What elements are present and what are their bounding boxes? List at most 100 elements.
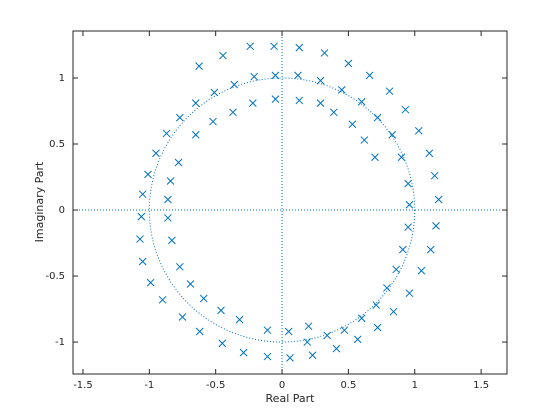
- marker: [239, 348, 248, 357]
- y-tick-label: -0.5: [45, 271, 65, 282]
- marker: [294, 71, 302, 80]
- marker: [137, 212, 146, 221]
- x-tick-label: -1: [144, 380, 154, 391]
- marker: [174, 158, 183, 167]
- marker: [417, 266, 426, 275]
- marker: [191, 130, 200, 139]
- marker: [178, 313, 187, 321]
- y-tick-label: 0: [59, 205, 65, 216]
- marker: [271, 71, 280, 80]
- marker: [304, 322, 313, 331]
- marker: [284, 327, 293, 336]
- marker: [271, 95, 280, 103]
- marker: [388, 130, 397, 139]
- marker: [191, 99, 200, 107]
- x-tick-label: 0.5: [340, 380, 356, 391]
- marker: [195, 327, 204, 336]
- marker: [373, 323, 382, 332]
- marker: [303, 338, 312, 346]
- marker: [337, 86, 346, 94]
- marker: [308, 351, 317, 360]
- marker: [209, 117, 217, 126]
- marker: [392, 265, 401, 274]
- marker: [250, 72, 259, 81]
- marker: [357, 97, 366, 106]
- marker: [432, 222, 440, 230]
- marker: [168, 236, 176, 245]
- marker: [340, 326, 349, 335]
- marker: [348, 120, 357, 129]
- marker: [138, 190, 147, 199]
- marker: [360, 136, 369, 144]
- marker: [401, 105, 410, 114]
- marker: [404, 223, 412, 232]
- x-tick-label: -1.5: [73, 380, 93, 391]
- marker: [186, 280, 195, 288]
- marker: [398, 245, 407, 254]
- x-tick-label: 1.5: [473, 380, 489, 391]
- marker: [329, 108, 338, 117]
- x-tick-label: 0: [279, 380, 285, 391]
- marker: [175, 262, 184, 271]
- y-tick-label: 0.5: [49, 139, 65, 150]
- marker: [405, 289, 414, 298]
- marker: [158, 295, 167, 304]
- marker: [195, 62, 203, 70]
- marker: [430, 171, 439, 180]
- x-tick-label: 1: [412, 380, 418, 391]
- x-tick-label: -0.5: [206, 380, 226, 391]
- marker: [372, 301, 381, 309]
- marker: [397, 153, 406, 162]
- marker: [323, 331, 332, 340]
- marker: [357, 314, 366, 323]
- x-axis-label: Real Part: [266, 392, 316, 405]
- marker: [218, 339, 227, 348]
- y-axis-label: Imaginary Part: [33, 161, 46, 242]
- marker: [404, 179, 412, 188]
- marker: [164, 195, 172, 204]
- marker: [235, 315, 244, 324]
- marker: [263, 352, 272, 361]
- marker: [175, 113, 184, 122]
- marker: [152, 149, 160, 158]
- unit-circle: [148, 77, 416, 343]
- marker: [389, 307, 398, 316]
- marker: [138, 257, 147, 266]
- marker: [286, 354, 294, 362]
- marker: [405, 200, 414, 209]
- marker: [246, 42, 255, 51]
- marker: [425, 149, 434, 158]
- y-tick-label: 1: [59, 73, 65, 84]
- marker: [373, 113, 382, 122]
- marker: [248, 99, 257, 107]
- marker: [270, 42, 278, 51]
- marker: [353, 335, 362, 344]
- marker: [316, 99, 325, 107]
- y-tick-label: -1: [55, 337, 65, 348]
- marker: [320, 49, 329, 57]
- marker: [162, 129, 171, 138]
- marker: [385, 87, 394, 96]
- marker: [383, 284, 391, 292]
- marker: [217, 306, 225, 315]
- marker: [166, 177, 175, 185]
- marker: [295, 43, 304, 52]
- marker: [365, 71, 374, 80]
- marker: [230, 80, 239, 89]
- marker: [263, 326, 272, 335]
- marker: [344, 59, 353, 68]
- marker: [426, 245, 435, 254]
- marker: [219, 51, 227, 60]
- marker: [229, 108, 237, 117]
- marker: [136, 235, 144, 243]
- marker: [332, 344, 341, 353]
- marker: [371, 153, 379, 162]
- marker: [199, 294, 208, 303]
- marker: [295, 96, 304, 105]
- marker: [146, 278, 155, 287]
- marker: [210, 88, 219, 97]
- marker: [434, 195, 443, 204]
- marker: [414, 126, 423, 135]
